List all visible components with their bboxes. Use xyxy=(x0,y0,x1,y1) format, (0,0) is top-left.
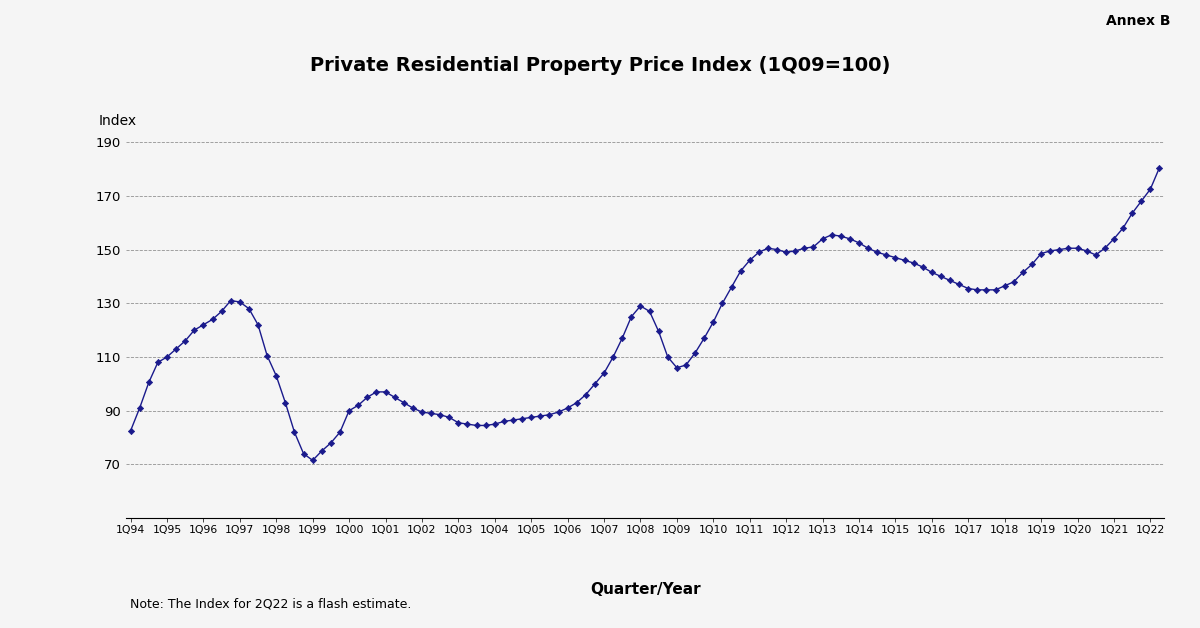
Text: Note: The Index for 2Q22 is a flash estimate.: Note: The Index for 2Q22 is a flash esti… xyxy=(130,598,410,610)
Text: Quarter/Year: Quarter/Year xyxy=(590,582,701,597)
Text: Annex B: Annex B xyxy=(1105,14,1170,28)
Text: Private Residential Property Price Index (1Q09=100): Private Residential Property Price Index… xyxy=(310,57,890,75)
Text: Index: Index xyxy=(98,114,137,127)
